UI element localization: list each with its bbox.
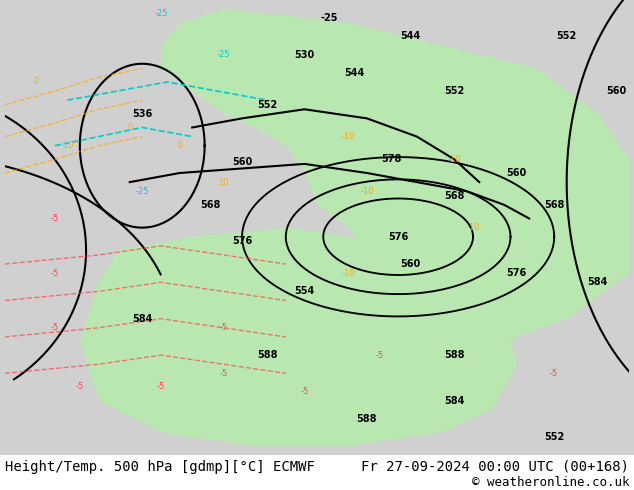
Text: 584: 584 xyxy=(588,277,608,287)
Text: -10: -10 xyxy=(342,269,355,278)
Text: -10: -10 xyxy=(61,141,74,150)
Text: 576: 576 xyxy=(507,268,527,278)
Text: -5: -5 xyxy=(301,387,309,396)
Text: -5: -5 xyxy=(550,369,559,378)
Text: 560: 560 xyxy=(607,86,627,96)
Text: -25: -25 xyxy=(154,9,168,18)
Text: -5: -5 xyxy=(219,369,228,378)
Text: -5: -5 xyxy=(75,383,84,392)
Text: 0: 0 xyxy=(127,123,133,132)
Text: 584: 584 xyxy=(444,395,465,406)
Text: 560: 560 xyxy=(232,157,252,167)
Text: -10: -10 xyxy=(360,187,373,196)
Text: 588: 588 xyxy=(444,350,465,360)
Text: -25: -25 xyxy=(136,187,149,196)
Text: -5: -5 xyxy=(219,323,228,332)
Text: -5: -5 xyxy=(157,383,165,392)
Text: 536: 536 xyxy=(132,109,152,119)
Text: 552: 552 xyxy=(444,86,465,96)
Text: -2: -2 xyxy=(32,77,40,86)
Text: 544: 544 xyxy=(344,68,365,78)
Text: 0: 0 xyxy=(177,141,183,150)
Text: -10: -10 xyxy=(342,132,355,141)
Text: 588: 588 xyxy=(357,414,377,424)
Text: 568: 568 xyxy=(544,200,564,210)
Text: 588: 588 xyxy=(257,350,277,360)
Text: 576: 576 xyxy=(232,236,252,246)
Text: -25: -25 xyxy=(217,50,230,59)
Text: Height/Temp. 500 hPa [gdmp][°C] ECMWF: Height/Temp. 500 hPa [gdmp][°C] ECMWF xyxy=(5,460,315,474)
Text: 584: 584 xyxy=(132,314,152,324)
Text: 568: 568 xyxy=(201,200,221,210)
Text: -5: -5 xyxy=(375,351,384,360)
Text: 552: 552 xyxy=(557,31,577,42)
Text: 560: 560 xyxy=(507,168,527,178)
Text: -25: -25 xyxy=(321,13,338,23)
Text: 552: 552 xyxy=(544,432,564,442)
Text: 576: 576 xyxy=(388,232,408,242)
FancyBboxPatch shape xyxy=(0,455,634,490)
Text: 552: 552 xyxy=(257,100,277,110)
Text: 554: 554 xyxy=(294,286,314,296)
Text: 578: 578 xyxy=(382,154,402,164)
Text: Fr 27-09-2024 00:00 UTC (00+168): Fr 27-09-2024 00:00 UTC (00+168) xyxy=(361,460,629,474)
Text: 10: 10 xyxy=(218,177,229,187)
Text: 560: 560 xyxy=(401,259,421,269)
Text: -5: -5 xyxy=(51,323,59,332)
Text: -10: -10 xyxy=(448,155,461,164)
Text: 544: 544 xyxy=(401,31,421,42)
Text: © weatheronline.co.uk: © weatheronline.co.uk xyxy=(472,476,629,489)
Text: 568: 568 xyxy=(444,191,465,201)
Text: 530: 530 xyxy=(294,49,314,60)
Text: -5: -5 xyxy=(51,269,59,278)
Text: -5: -5 xyxy=(51,214,59,223)
Text: -10: -10 xyxy=(466,223,480,232)
